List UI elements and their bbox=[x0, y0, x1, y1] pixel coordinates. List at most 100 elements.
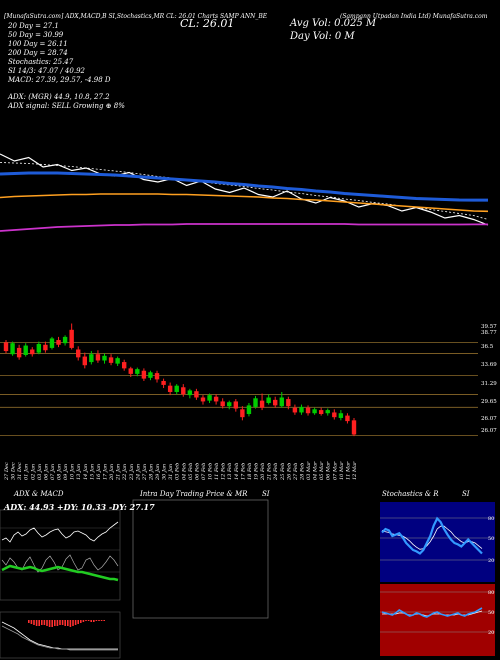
date-label: 16 Jan bbox=[96, 464, 102, 480]
candle-body bbox=[76, 349, 81, 358]
stoch-k-line bbox=[381, 516, 483, 555]
macd-hist-bar bbox=[51, 620, 53, 627]
candle-body bbox=[246, 405, 252, 415]
ema20-line-text: 20 Day = 27.1 bbox=[8, 22, 59, 30]
date-label: 01 Jan bbox=[24, 464, 30, 480]
date-label: 19 Feb bbox=[254, 463, 260, 480]
price-axis-label: 26.07 bbox=[481, 428, 497, 434]
date-label: 14 Feb bbox=[234, 463, 240, 480]
candle-body bbox=[161, 380, 166, 385]
macd-hist-bar bbox=[74, 620, 77, 625]
date-label: 06 Feb bbox=[194, 463, 200, 480]
macd-line-text: MACD: 27.39, 29.57, -4.98 D bbox=[8, 76, 111, 84]
candle-body bbox=[36, 343, 42, 353]
macd-hist-bar bbox=[87, 620, 90, 621]
ma-line-dma200 bbox=[0, 223, 488, 232]
stoch-axis-label: 20 bbox=[488, 558, 494, 564]
macd-hist-bar bbox=[77, 620, 79, 624]
date-label: 11 Feb bbox=[214, 463, 220, 480]
date-label: 20 Jan bbox=[109, 464, 115, 481]
macd-hist-bar bbox=[80, 620, 82, 623]
stoch-axis-label: 80 bbox=[488, 516, 494, 522]
moving-average-chart bbox=[0, 153, 489, 232]
candle-body bbox=[233, 401, 239, 409]
macd-hist-bar bbox=[56, 620, 59, 626]
date-label: 11 Mar bbox=[345, 461, 351, 480]
date-label: 08 Jan bbox=[57, 464, 63, 480]
candle-body bbox=[318, 410, 324, 415]
stoch-panel-title: Stochastics & R bbox=[382, 490, 439, 498]
date-label: 21 Feb bbox=[267, 463, 273, 481]
candle-body bbox=[10, 343, 15, 355]
date-label: 21 Jan bbox=[116, 464, 122, 481]
date-label: 09 Jan bbox=[63, 464, 69, 480]
ema50-line-text: 50 Day = 30.99 bbox=[8, 31, 64, 39]
macd-hist-bar bbox=[43, 620, 46, 625]
macd-hist-bar bbox=[33, 620, 35, 625]
macd-hist-bar bbox=[95, 620, 98, 621]
candle-body bbox=[148, 372, 153, 378]
ema200-line-text: 200 Day = 28.74 bbox=[8, 49, 68, 57]
candle-body bbox=[312, 409, 317, 414]
date-label: 24 Jan bbox=[135, 464, 141, 481]
macd-line bbox=[1, 621, 118, 650]
macd-hist-bar bbox=[69, 620, 72, 627]
ma-line-dma20 bbox=[0, 162, 489, 220]
date-label: 03 Jan bbox=[37, 464, 43, 480]
candle-body bbox=[174, 385, 179, 392]
date-label: 13 Feb bbox=[227, 463, 233, 480]
candle-body bbox=[154, 373, 160, 380]
candle-body bbox=[351, 420, 357, 435]
date-label: 12 Mar bbox=[352, 461, 358, 480]
date-label: 31 Jan bbox=[168, 464, 174, 480]
date-label: 30 Jan bbox=[162, 464, 168, 480]
ema100-line-text: 100 Day = 26.11 bbox=[8, 40, 68, 48]
date-label: 22 Jan bbox=[122, 464, 128, 481]
si-k-line bbox=[381, 607, 483, 618]
macd-hist-bar bbox=[98, 620, 100, 621]
date-label: 20 Feb bbox=[260, 463, 266, 481]
date-label: 07 Jan bbox=[50, 464, 56, 480]
candle-body bbox=[43, 344, 48, 351]
stochastics-line-text: Stochastics: 25.47 bbox=[8, 58, 74, 66]
adx-line-text: ADX: (MGR) 44.9, 10.8, 27.2 bbox=[8, 93, 110, 101]
ma-line-dma50 bbox=[0, 171, 488, 202]
date-label: 12 Feb bbox=[221, 463, 227, 480]
date-label: 03 Feb bbox=[175, 463, 181, 480]
candle-body bbox=[259, 400, 265, 408]
date-label: 17 Jan bbox=[102, 464, 108, 480]
date-label: 27 Jan bbox=[142, 464, 148, 481]
date-label: 10 Jan bbox=[70, 464, 76, 480]
candle-body bbox=[266, 397, 271, 404]
macd-hist-bar bbox=[82, 620, 85, 622]
date-label: 03 Mar bbox=[306, 461, 312, 480]
candle-body bbox=[305, 407, 311, 414]
date-label: 28 Feb bbox=[299, 463, 305, 481]
date-label: 07 Feb bbox=[201, 463, 207, 480]
price-axis-label: 26.07 bbox=[481, 416, 497, 422]
macd-frame bbox=[0, 611, 121, 659]
price-axis-label: 36.5 bbox=[481, 344, 494, 350]
macd-hist-bar bbox=[85, 620, 87, 621]
date-label: 10 Feb bbox=[208, 463, 214, 480]
macd-hist-bar bbox=[30, 620, 33, 624]
date-label: 05 Feb bbox=[188, 463, 194, 480]
macd-hist-bar bbox=[46, 620, 48, 626]
candle-body bbox=[207, 395, 212, 401]
stoch-bottom-bg bbox=[380, 584, 495, 656]
candle-body bbox=[56, 340, 61, 345]
date-label: 30 Dec bbox=[11, 462, 17, 480]
candle-body bbox=[89, 354, 94, 363]
macd-hist-bar bbox=[90, 620, 92, 622]
date-label: 02 Jan bbox=[30, 464, 36, 480]
macd-hist-bar bbox=[67, 620, 69, 626]
stoch-axis-label: 50 bbox=[488, 536, 494, 542]
candle-body bbox=[325, 410, 330, 414]
date-label: 04 Feb bbox=[181, 463, 187, 480]
macd-hist-bar bbox=[35, 620, 38, 626]
ema-lines: 20 Day = 27.1 50 Day = 30.99 100 Day = 2… bbox=[8, 22, 125, 111]
adx-panel-title: ADX & MACD bbox=[14, 490, 64, 498]
candle-body bbox=[30, 349, 35, 355]
date-label: 27 Feb bbox=[293, 463, 299, 481]
